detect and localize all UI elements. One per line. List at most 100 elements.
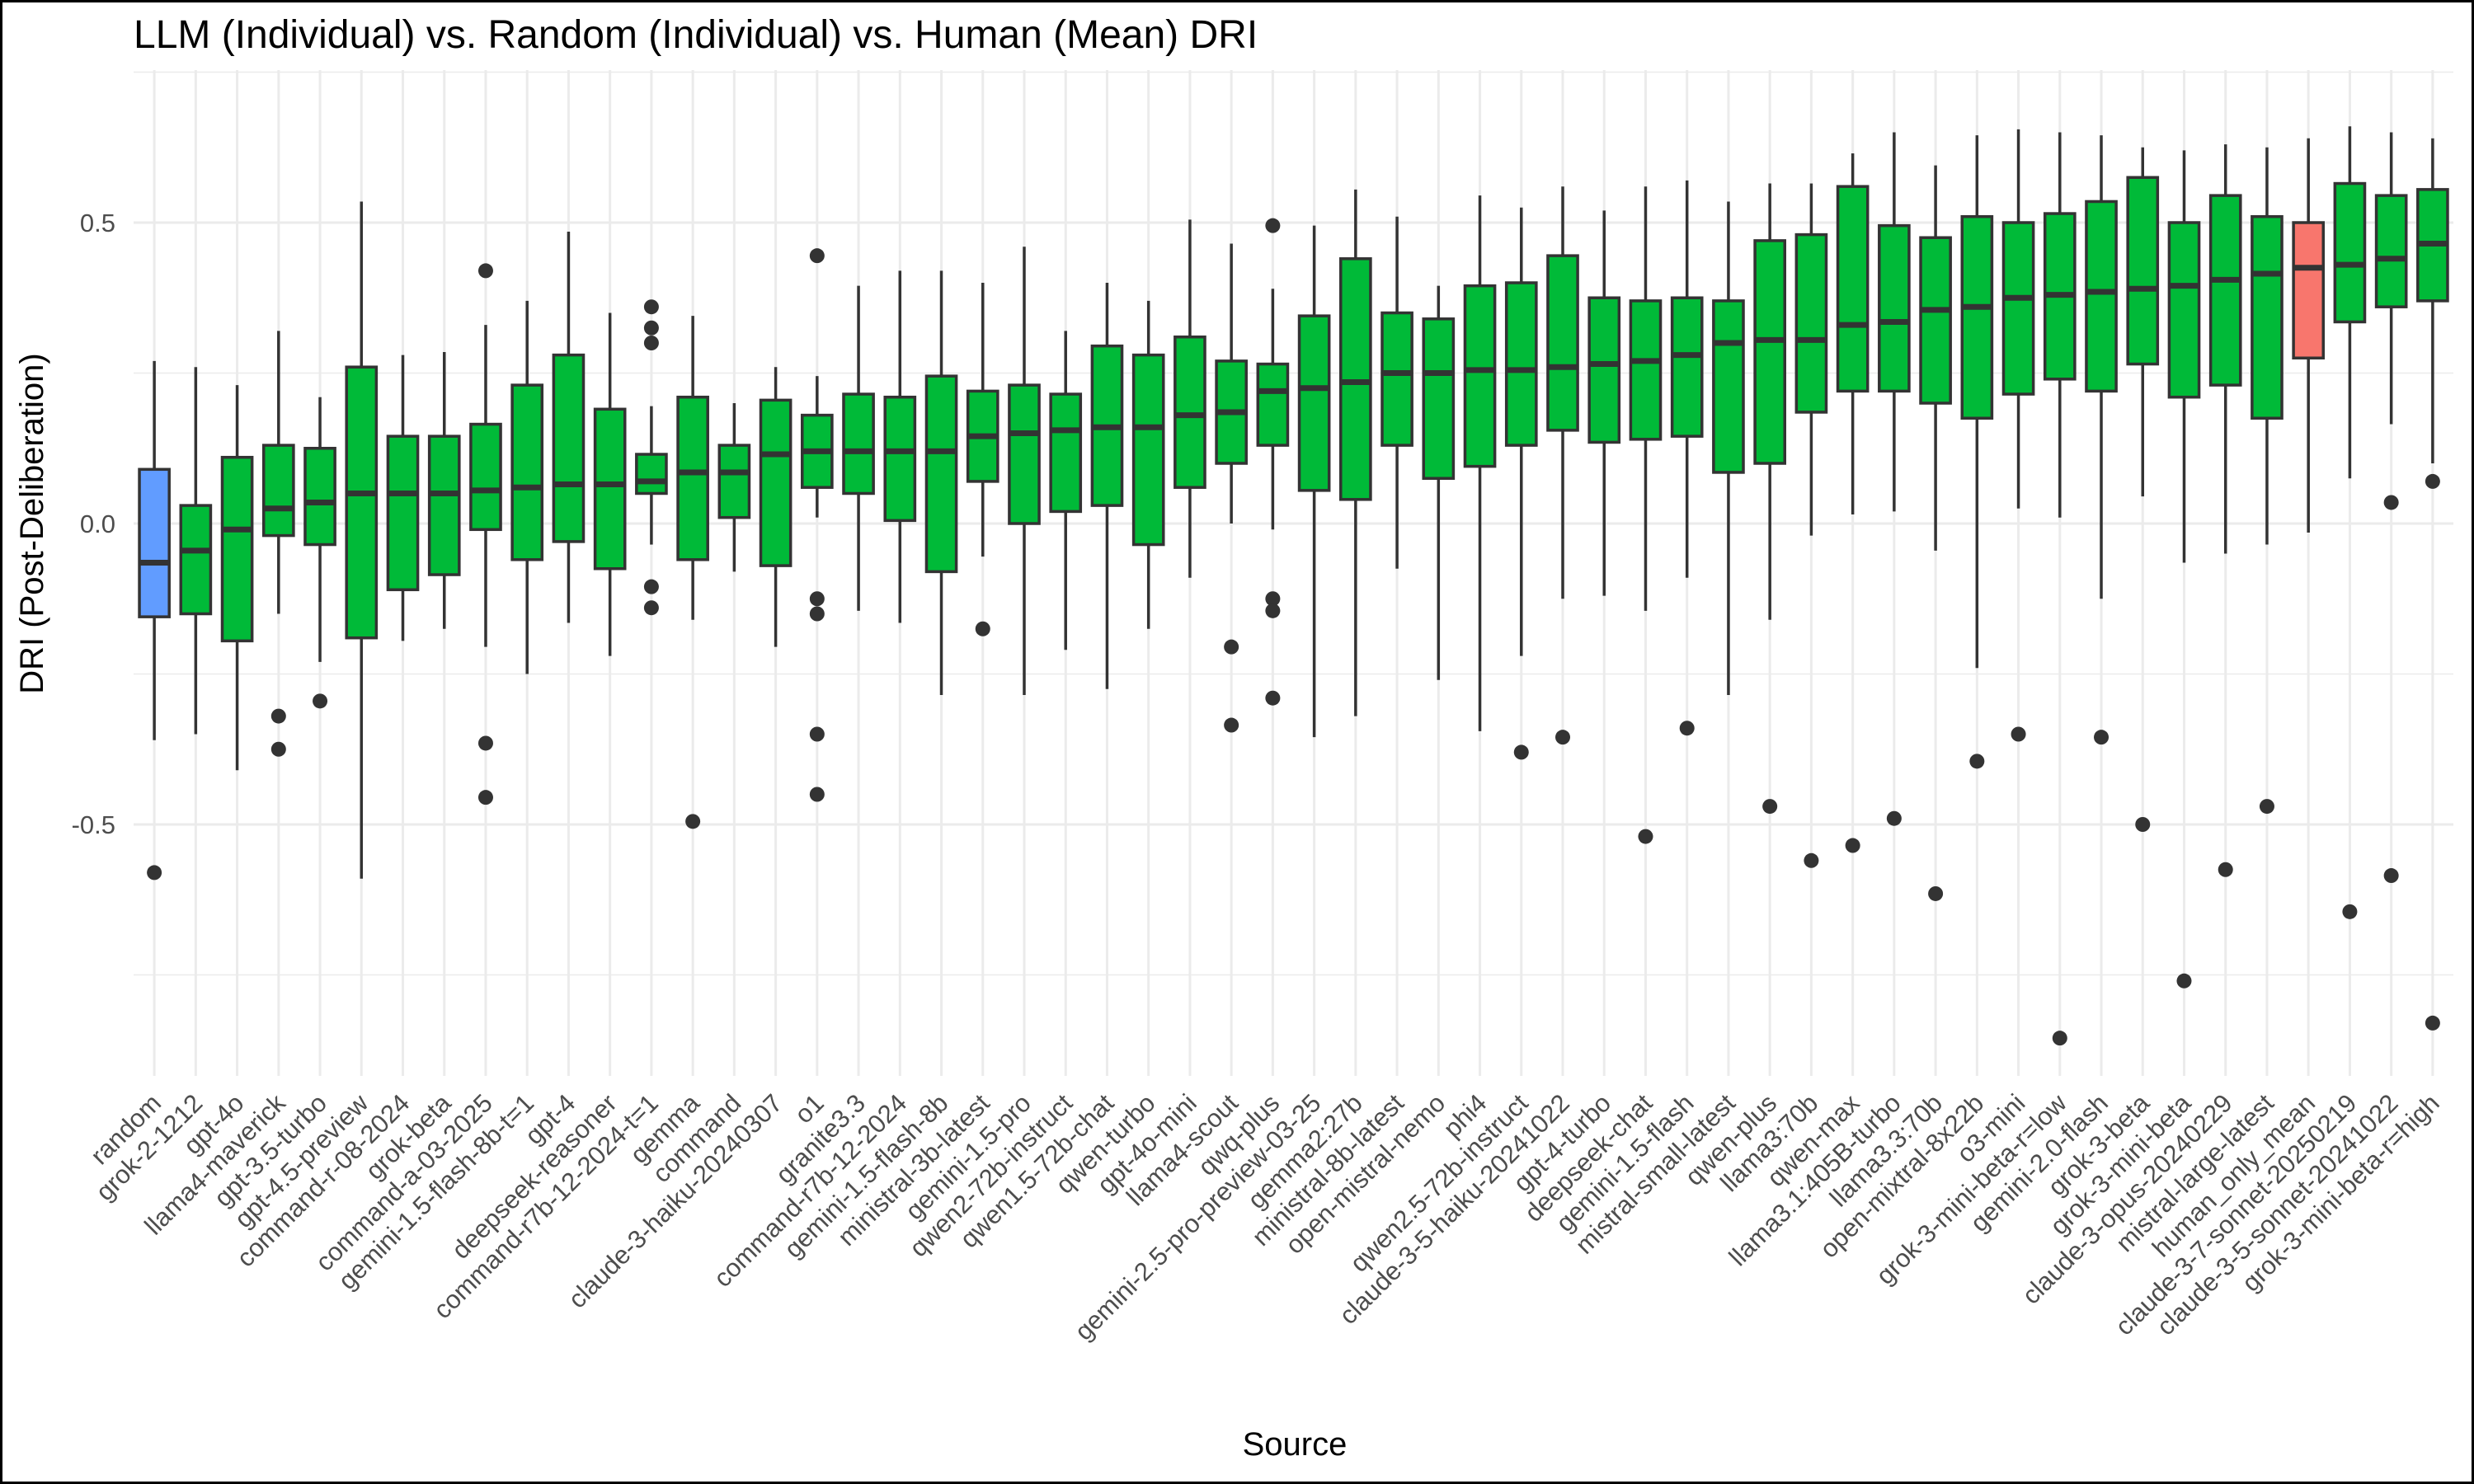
box-gpt-4o	[220, 385, 254, 771]
box-gemma	[676, 316, 709, 829]
box-claude-3-haiku-20240307	[759, 367, 793, 647]
box-command-r7b-12-2024-t=1	[635, 299, 668, 616]
x-axis-ticks: randomgrok-2-1212gpt-4ollama4-maverickgp…	[85, 1088, 2445, 1346]
outlier-point	[2425, 473, 2440, 489]
iqr-box	[386, 434, 420, 592]
outlier-point	[1969, 754, 1985, 769]
iqr-box	[1670, 296, 1704, 438]
outlier-point	[477, 263, 493, 279]
iqr-box	[883, 395, 917, 523]
iqr-box	[635, 453, 668, 495]
iqr-box	[676, 395, 709, 561]
box-qwen2-72b-instruct	[1049, 331, 1083, 650]
iqr-box	[1049, 392, 1083, 514]
box-mistral-small-latest	[1712, 201, 1745, 696]
iqr-box	[759, 398, 793, 567]
iqr-box	[1256, 362, 1290, 447]
iqr-box	[1463, 284, 1497, 468]
iqr-box	[1339, 257, 1372, 501]
outlier-point	[270, 708, 286, 724]
iqr-box	[1878, 223, 1911, 393]
iqr-box	[2251, 214, 2284, 420]
iqr-box	[552, 353, 586, 543]
iqr-box	[1919, 236, 1952, 405]
iqr-box	[1712, 299, 1745, 474]
outlier-point	[270, 741, 286, 757]
iqr-box	[220, 455, 254, 643]
box-granite3.3	[842, 285, 875, 611]
box-command-r-08-2024	[386, 355, 420, 641]
outlier-point	[313, 693, 328, 709]
box-o1	[800, 248, 834, 802]
outlier-point	[1224, 717, 1239, 733]
iqr-box	[1380, 311, 1413, 447]
outlier-point	[1555, 730, 1571, 745]
box-deepseek-chat	[1629, 186, 1663, 844]
iqr-box	[1546, 254, 1579, 432]
outlier-point	[2383, 495, 2399, 510]
box-qwen1.5-72b-chat	[1090, 283, 1124, 689]
box-grok-3-mini-beta-r=low	[2043, 132, 2077, 1046]
chart-title: LLM (Individual) vs. Random (Individual)…	[134, 13, 1258, 57]
outlier-point	[643, 336, 659, 350]
box-grok-3-mini-beta-r=high	[2416, 138, 2449, 1031]
box-gpt-4o-mini	[1174, 219, 1206, 578]
box-gemini-2.0-flash	[2085, 135, 2118, 745]
box-llama3.1:405B-turbo	[1878, 132, 1911, 826]
outlier-point	[643, 299, 659, 315]
box-qwen-plus	[1753, 183, 1787, 815]
box-gemini-2.5-pro-preview-03-25	[1297, 225, 1331, 738]
iqr-box	[1131, 353, 1165, 547]
box-qwq-plus	[1256, 218, 1290, 706]
y-tick-label: -0.5	[72, 810, 115, 839]
iqr-box	[924, 374, 958, 574]
box-human_only_mean	[2292, 138, 2326, 533]
iqr-box	[427, 434, 461, 576]
iqr-box	[1629, 299, 1663, 441]
outlier-point	[2342, 904, 2358, 919]
y-tick-label: 0.5	[80, 209, 115, 237]
outlier-point	[2383, 868, 2399, 884]
outlier-point	[2176, 973, 2192, 989]
box-command-r7b-12-2024	[883, 270, 917, 623]
box-grok-3-mini-beta	[2167, 150, 2201, 989]
box-claude-3-opus-20240229	[2208, 144, 2242, 877]
box-ministral-8b-latest	[1380, 216, 1413, 569]
outlier-point	[2135, 817, 2151, 832]
box-qwen-turbo	[1131, 300, 1165, 629]
iqr-box	[469, 422, 502, 532]
iqr-box	[261, 444, 295, 538]
iqr-box	[510, 383, 544, 561]
iqr-box	[1008, 383, 1041, 525]
outlier-point	[1224, 639, 1239, 655]
box-command-a-03-2025	[469, 263, 502, 805]
outlier-point	[643, 600, 659, 616]
box-gemini-1.5-flash-8b	[924, 270, 958, 696]
outlier-point	[2259, 799, 2274, 815]
outlier-point	[477, 735, 493, 751]
outlier-point	[2425, 1015, 2440, 1031]
outlier-point	[1804, 852, 1819, 868]
outlier-point	[2011, 726, 2026, 742]
outlier-point	[643, 320, 659, 336]
iqr-box	[1297, 314, 1331, 492]
box-grok-beta	[427, 351, 461, 629]
box-ministral-3b-latest	[966, 283, 999, 636]
iqr-box	[2333, 181, 2367, 324]
outlier-point	[1928, 885, 1944, 901]
iqr-box	[1422, 317, 1456, 480]
boxes	[138, 126, 2449, 1046]
box-mistral-large-latest	[2251, 147, 2284, 815]
outlier-point	[809, 787, 825, 802]
box-llama3:70b	[1794, 183, 1828, 868]
box-llama3.3:70b	[1919, 165, 1952, 901]
box-command	[717, 403, 751, 572]
iqr-box	[842, 392, 875, 495]
outlier-point	[1638, 829, 1653, 844]
outlier-point	[2052, 1031, 2067, 1046]
box-random	[138, 360, 171, 881]
outlier-point	[809, 591, 825, 607]
box-claude-3-5-haiku-20241022	[1546, 186, 1579, 745]
outlier-point	[809, 248, 825, 264]
